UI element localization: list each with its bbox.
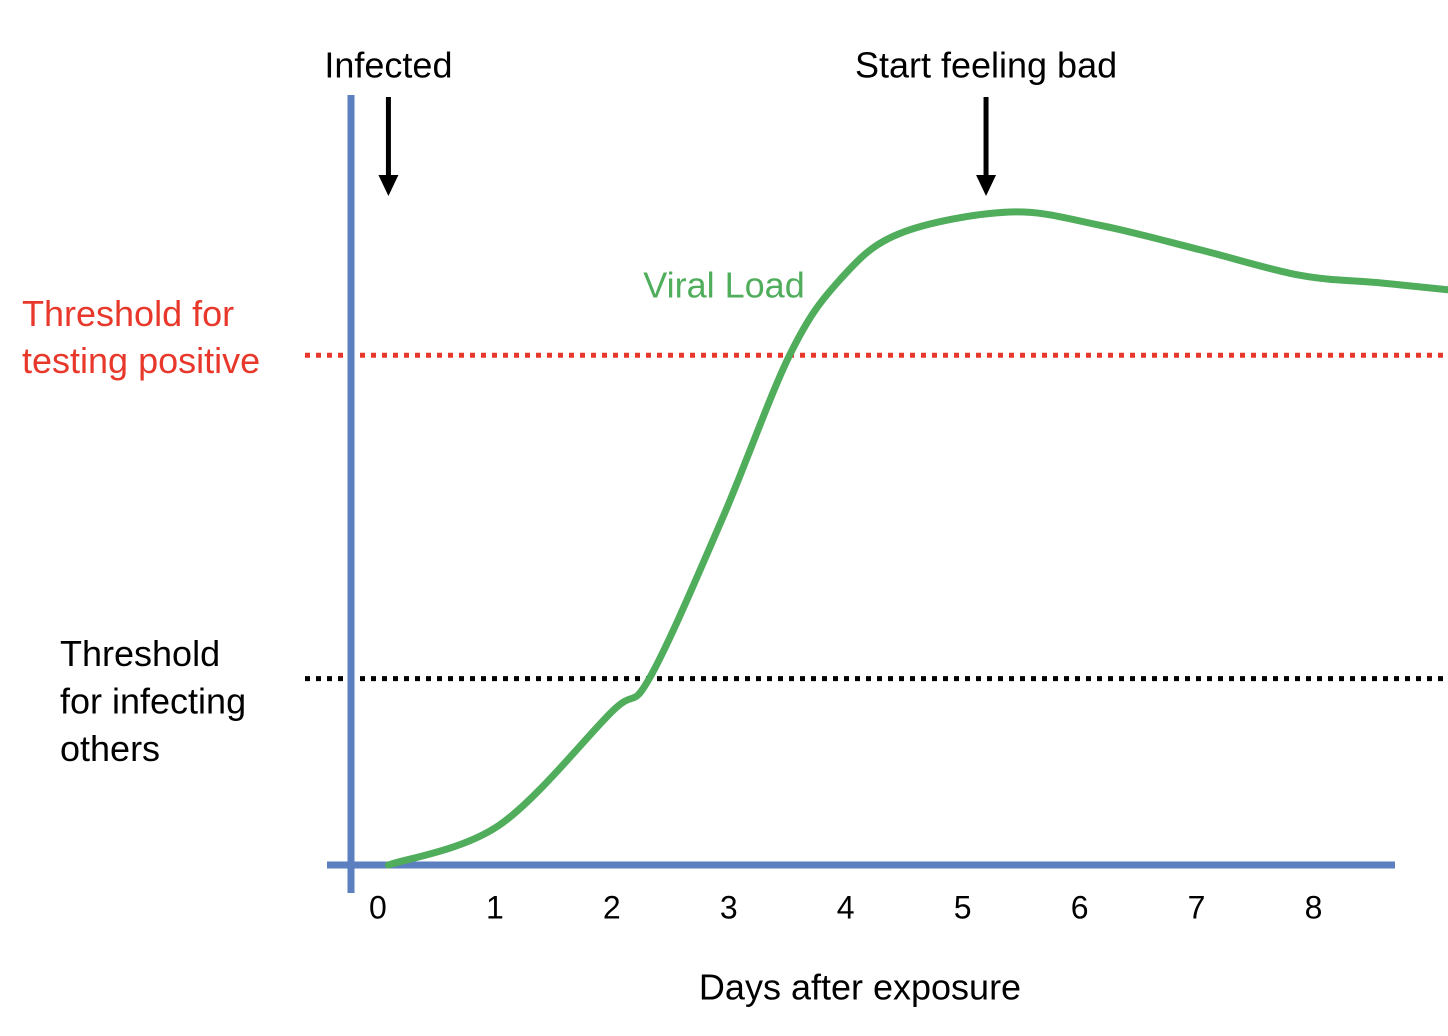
x-tick-label: 2	[603, 889, 621, 925]
threshold-label: Threshold	[60, 633, 220, 674]
x-axis-label: Days after exposure	[699, 967, 1021, 1008]
threshold-label: testing positive	[22, 340, 260, 381]
viral-load-line	[384, 208, 1448, 869]
x-tick-label: 1	[486, 889, 504, 925]
x-tick-label: 7	[1188, 889, 1206, 925]
annotation: Infected	[324, 45, 452, 86]
threshold-label: for infecting	[60, 681, 246, 722]
threshold-label: Threshold for	[22, 293, 234, 334]
threshold-label: others	[60, 728, 160, 769]
x-tick-label: 0	[369, 889, 387, 925]
annotation: Start feeling bad	[855, 45, 1117, 86]
annotation-arrowhead	[976, 175, 997, 196]
annotation-arrowhead	[378, 175, 399, 196]
x-tick-label: 3	[720, 889, 738, 925]
x-tick-label: 8	[1305, 889, 1323, 925]
x-tick-label: 4	[837, 889, 855, 925]
series-label: Viral Load	[643, 265, 804, 306]
x-tick-label: 6	[1071, 889, 1089, 925]
x-tick-label: 5	[954, 889, 972, 925]
